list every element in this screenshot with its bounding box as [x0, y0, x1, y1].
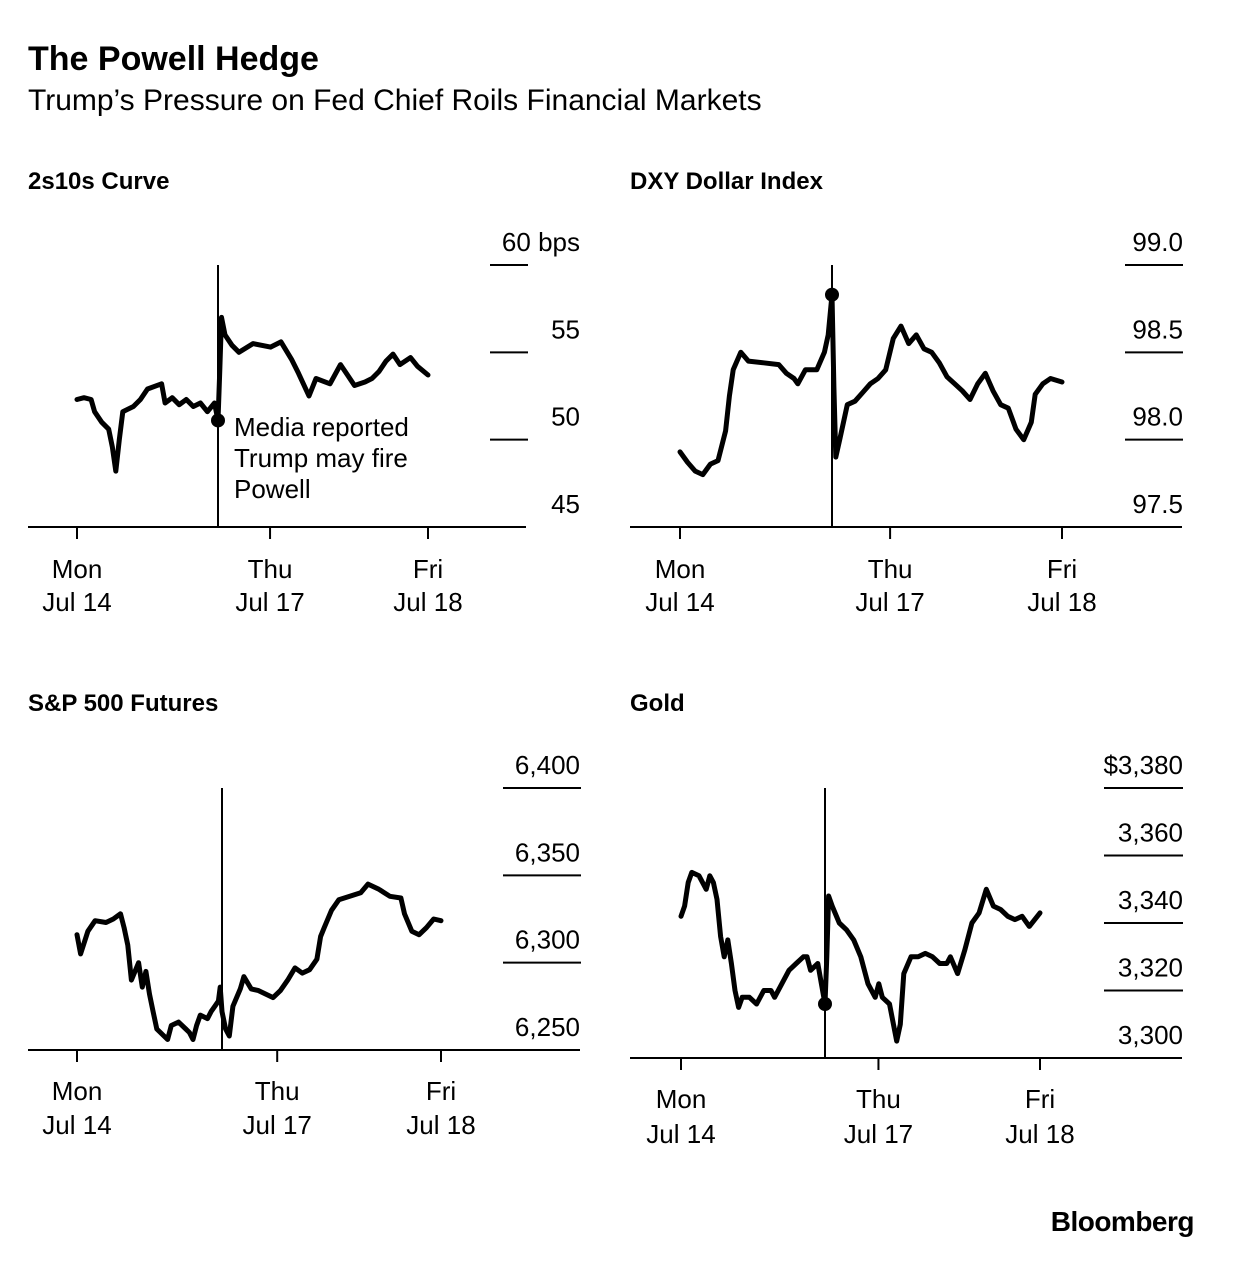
sp500-x-tick-label: Thu	[255, 1076, 300, 1106]
panel-title-gold: Gold	[630, 690, 685, 717]
sp500-x-tick-label: Jul 18	[406, 1110, 475, 1140]
dxy-series-line	[677, 292, 1065, 478]
curve-annotation-line: Media reported	[234, 412, 409, 442]
curve-y-tick-label: 50	[551, 402, 580, 432]
curve-x-tick-label: Thu	[248, 554, 293, 584]
sp500-y-tick-label: 6,350	[515, 837, 580, 867]
gold-event-marker	[818, 997, 832, 1011]
bloomberg-logo: Bloomberg	[1050, 1206, 1195, 1237]
gold-y-tick-label: 3,360	[1118, 818, 1183, 848]
dxy-x-tick-label: Fri	[1047, 554, 1077, 584]
curve-annotation-line: Trump may fire	[234, 443, 408, 473]
curve-x-tick-label: Jul 14	[42, 587, 111, 617]
gold-series-line	[678, 869, 1043, 1044]
curve-x-tick-label: Jul 17	[235, 587, 304, 617]
dxy-y-tick-label: 99.0	[1132, 227, 1183, 257]
dxy-x-tick-label: Jul 14	[645, 587, 714, 617]
dxy-x-tick-label: Thu	[868, 554, 913, 584]
curve-x-tick-label: Fri	[413, 554, 443, 584]
dxy-y-tick-label: 98.0	[1132, 402, 1183, 432]
curve-y-tick-label: 60 bps	[502, 227, 580, 257]
chart-subtitle: Trump’s Pressure on Fed Chief Roils Fina…	[28, 84, 762, 117]
curve-y-tick-label: 55	[551, 314, 580, 344]
gold-y-tick-label: 3,320	[1118, 953, 1183, 983]
sp500-series-line	[74, 881, 444, 1042]
sp500-x-tick-label: Jul 17	[243, 1110, 312, 1140]
dxy-y-tick-label: 98.5	[1132, 314, 1183, 344]
gold-y-tick-label: $3,380	[1103, 750, 1183, 780]
curve-y-tick-label: 45	[551, 489, 580, 519]
dxy-x-tick-label: Mon	[655, 554, 706, 584]
gold-x-tick-label: Jul 17	[844, 1119, 913, 1149]
curve-series-line	[74, 314, 431, 474]
sp500-x-tick-label: Mon	[52, 1076, 103, 1106]
panel-title-dxy: DXY Dollar Index	[630, 168, 823, 195]
sp500-y-tick-label: 6,400	[515, 750, 580, 780]
panel-title-sp500: S&P 500 Futures	[28, 690, 219, 717]
gold-x-tick-label: Fri	[1025, 1084, 1055, 1114]
panel-title-curve: 2s10s Curve	[28, 168, 170, 195]
chart-title: The Powell Hedge	[28, 40, 319, 78]
gold-x-tick-label: Mon	[656, 1084, 707, 1114]
sp500-x-tick-label: Jul 14	[42, 1110, 111, 1140]
dxy-y-tick-label: 97.5	[1132, 489, 1183, 519]
sp500-x-tick-label: Fri	[426, 1076, 456, 1106]
gold-x-tick-label: Jul 14	[646, 1119, 715, 1149]
curve-x-tick-label: Jul 18	[393, 587, 462, 617]
gold-x-tick-label: Thu	[856, 1084, 901, 1114]
curve-x-tick-label: Mon	[52, 554, 103, 584]
sp500-y-tick-label: 6,250	[515, 1012, 580, 1042]
gold-y-tick-label: 3,340	[1118, 885, 1183, 915]
curve-annotation-line: Powell	[234, 474, 311, 504]
dxy-x-tick-label: Jul 18	[1027, 587, 1096, 617]
gold-x-tick-label: Jul 18	[1005, 1119, 1074, 1149]
dxy-x-tick-label: Jul 17	[855, 587, 924, 617]
curve-event-marker	[211, 413, 225, 428]
dxy-event-marker	[825, 287, 839, 302]
gold-y-tick-label: 3,300	[1118, 1020, 1183, 1050]
sp500-y-tick-label: 6,300	[515, 925, 580, 955]
